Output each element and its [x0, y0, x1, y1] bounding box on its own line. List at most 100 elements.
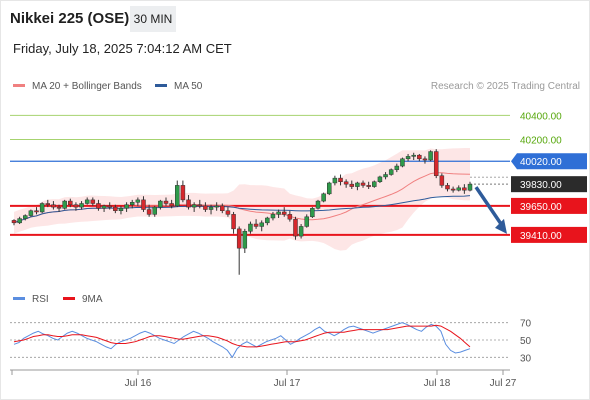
- forecast-arrow-head: [495, 218, 507, 234]
- candle-body-17: [107, 205, 112, 208]
- candle-body-56: [327, 182, 332, 195]
- candle-body-63: [366, 185, 371, 187]
- candle-body-23: [141, 199, 146, 210]
- ma50-line: [13, 195, 471, 224]
- rsi-level-label-2: 30: [520, 353, 532, 364]
- ma20-legend-swatch: [13, 84, 25, 87]
- rsi-line: [13, 322, 471, 359]
- candle-body-12: [79, 203, 84, 208]
- chart-header: Nikkei 225 (OSE) 30 MIN: [0, 6, 590, 32]
- candle-body-73: [422, 158, 428, 161]
- candle-body-49: [287, 214, 293, 220]
- candle-body-37: [220, 205, 225, 211]
- ma9-legend-swatch: [63, 297, 75, 300]
- interval-button[interactable]: 30 MIN: [130, 6, 176, 32]
- candle-body-71: [411, 154, 416, 157]
- candle-body-19: [118, 208, 124, 211]
- support-label-5: 39410.00: [520, 231, 562, 242]
- candle-body-80: [462, 187, 467, 191]
- x-tick-label-3: Jul 27: [490, 378, 517, 389]
- candle-body-46: [270, 214, 276, 219]
- candle-body-41: [242, 231, 248, 249]
- candle-body-50: [293, 218, 298, 237]
- resistance-label-1: 40200.00: [520, 135, 562, 146]
- rsi-ma9-line: [13, 324, 471, 348]
- support-badge-4: [511, 197, 587, 214]
- candle-body-40: [236, 228, 242, 249]
- instrument-title: Nikkei 225 (OSE): [10, 10, 130, 27]
- candle-body-65: [377, 176, 383, 183]
- bollinger-band: [14, 148, 470, 251]
- candle-body-24: [146, 209, 152, 215]
- rsi-legend-swatch: [13, 297, 25, 300]
- candle-body-52: [304, 216, 309, 227]
- candle-body-79: [456, 187, 461, 191]
- candle-body-57: [332, 177, 338, 184]
- rsi-level-label-1: 50: [520, 336, 532, 347]
- moving-averages: [13, 172, 471, 224]
- candle-body-27: [163, 200, 169, 204]
- timestamp-label: Friday, July 18, 2025 7:04:12 AM CET: [13, 41, 232, 56]
- ma9-legend-label: 9MA: [82, 294, 103, 305]
- candle-body-7: [51, 204, 56, 208]
- rsi-panel: 70 50 30: [10, 319, 532, 364]
- candle-body-75: [433, 151, 439, 176]
- candle-body-26: [158, 200, 163, 208]
- rsi-level-label-0: 70: [520, 319, 532, 330]
- price-levels: [10, 114, 510, 236]
- x-axis: Jul 16 Jul 17 Jul 18 Jul 27: [10, 369, 517, 389]
- rsi-legend: RSI 9MA: [13, 294, 103, 305]
- candle-body-30: [180, 185, 186, 201]
- candle-body-47: [276, 211, 281, 215]
- copyright-label: Research © 2025 Trading Central: [431, 81, 580, 92]
- candle-body-60: [349, 183, 355, 187]
- candle-body-62: [360, 182, 366, 186]
- candle-body-29: [175, 185, 180, 207]
- candle-body-34: [203, 205, 208, 210]
- bollinger-band-area: [14, 148, 470, 251]
- candle-body-77: [445, 185, 450, 190]
- level-labels: 40400.00 40200.00 40020.00 39830.00 39650.00…: [511, 111, 587, 243]
- last-price-label: 39830.00: [520, 180, 562, 191]
- candle-body-8: [56, 206, 62, 209]
- candle-body-72: [417, 154, 422, 160]
- candle-body-9: [62, 200, 67, 209]
- candle-body-4: [34, 210, 39, 213]
- x-tick-label-2: Jul 18: [424, 378, 451, 389]
- candle-body-18: [113, 206, 118, 211]
- candle-body-39: [231, 214, 236, 230]
- x-tick-label-1: Jul 17: [274, 378, 301, 389]
- candle-body-76: [439, 175, 445, 186]
- candle-body-64: [372, 181, 377, 187]
- x-tick-label-0: Jul 16: [125, 378, 152, 389]
- candle-body-10: [68, 200, 73, 205]
- support-label-4: 39650.00: [520, 202, 562, 213]
- candle-body-33: [197, 204, 203, 207]
- candle-body-32: [191, 204, 197, 208]
- candle-body-53: [310, 208, 315, 218]
- candle-body-78: [450, 188, 456, 191]
- candle-body-15: [96, 203, 101, 209]
- price-legend: MA 20 + Bollinger Bands MA 50 Research ©…: [13, 81, 580, 92]
- candle-body-6: [45, 203, 51, 205]
- candle-body-2: [23, 215, 28, 219]
- forecast-arrow: [474, 186, 507, 234]
- ma50-legend-label: MA 50: [174, 81, 203, 92]
- candle-body-45: [265, 217, 270, 224]
- candle-body-66: [383, 174, 388, 178]
- candle-body-51: [298, 226, 304, 237]
- candle-body-25: [152, 206, 157, 215]
- rsi-legend-label: RSI: [32, 294, 49, 305]
- candle-body-38: [225, 210, 231, 215]
- candle-body-35: [208, 206, 214, 210]
- candle-body-28: [169, 203, 174, 207]
- candle-body-69: [400, 158, 405, 167]
- candle-body-3: [28, 210, 34, 216]
- candle-body-11: [73, 204, 79, 208]
- candle-body-44: [259, 222, 264, 227]
- candle-body-43: [253, 223, 259, 227]
- candle-body-68: [394, 165, 400, 170]
- candle-body-20: [124, 204, 129, 209]
- candle-body-13: [84, 199, 90, 204]
